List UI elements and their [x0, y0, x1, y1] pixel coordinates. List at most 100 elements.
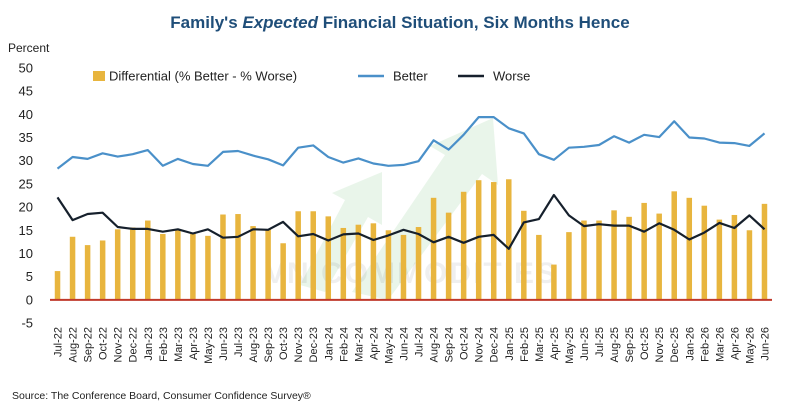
- x-tick-label: Jul-23: [233, 327, 245, 357]
- x-tick-label: Feb-25: [519, 327, 531, 362]
- bar-differential: [69, 236, 76, 300]
- bar-differential: [145, 220, 151, 300]
- bar-differential: [611, 210, 617, 300]
- title-part-emphasis: Expected: [242, 13, 318, 32]
- series-line-worse: [56, 193, 766, 250]
- x-tick-label: May-23: [203, 327, 215, 364]
- x-tick-label: Dec-23: [308, 327, 320, 362]
- y-tick-label: 35: [19, 130, 33, 145]
- x-tick-label: Oct-23: [278, 327, 290, 360]
- x-tick-label: Aug-25: [609, 327, 621, 362]
- y-axis-label: Percent: [8, 41, 50, 55]
- x-tick-label: Jan-23: [143, 327, 155, 361]
- bar-differential: [761, 203, 768, 300]
- x-tick-label: Jan-25: [504, 327, 516, 361]
- bar-differential: [340, 227, 347, 300]
- bar-differential: [536, 234, 542, 300]
- x-tick-label: Aug-23: [248, 327, 260, 362]
- x-tick-label: Sep-22: [83, 327, 95, 362]
- x-tick-label: Jun-23: [218, 327, 230, 361]
- bar-differential: [190, 233, 196, 300]
- x-tick-label: Mar-23: [173, 327, 185, 362]
- bar-differential: [175, 229, 181, 300]
- bar-differential: [731, 214, 738, 300]
- bar-differential: [129, 227, 136, 300]
- bars: [54, 179, 768, 300]
- bar-differential: [310, 211, 316, 300]
- y-tick-label: -5: [21, 316, 33, 331]
- bar-differential: [686, 197, 693, 300]
- bar-differential: [430, 197, 437, 300]
- bar-differential: [54, 271, 61, 300]
- source-note: Source: The Conference Board, Consumer C…: [12, 390, 311, 402]
- y-ticks: -5 0 5 10 15 20 25 30 35 40 45 50: [19, 61, 33, 331]
- x-tick-label: Dec-25: [669, 327, 681, 362]
- x-tick-label: Jul-22: [53, 327, 65, 357]
- legend-label: Worse: [493, 69, 530, 84]
- x-tick-label: Nov-22: [113, 327, 125, 362]
- x-tick-label: Jun-24: [398, 327, 410, 361]
- chart-title: Family's Expected Financial Situation, S…: [170, 13, 629, 32]
- x-tick-label: Dec-22: [128, 327, 140, 362]
- bar-differential: [235, 214, 241, 300]
- bar-differential: [415, 227, 422, 300]
- x-tick-label: Oct-25: [639, 327, 651, 360]
- legend-label: Better: [393, 69, 428, 84]
- bar-differential: [746, 230, 753, 300]
- bar-differential: [551, 264, 557, 300]
- bar-differential: [626, 216, 632, 300]
- x-tick-label: Jan-24: [323, 327, 335, 361]
- y-tick-label: 5: [26, 269, 33, 284]
- x-tick-label: Apr-25: [549, 327, 561, 360]
- x-tick-label: Aug-22: [68, 327, 80, 362]
- x-tick-label: Sep-24: [444, 327, 456, 362]
- bar-differential: [701, 205, 708, 300]
- y-tick-label: 10: [19, 246, 33, 261]
- bar-differential: [475, 180, 482, 300]
- watermark-text: VN COMMODITIES: [265, 257, 558, 290]
- bar-differential: [641, 202, 647, 300]
- x-tick-label: May-26: [744, 327, 756, 364]
- x-tick-label: Feb-23: [158, 327, 170, 362]
- bar-differential: [581, 220, 587, 300]
- bar-differential: [99, 240, 106, 300]
- bar-differential: [400, 234, 407, 300]
- legend: Differential (% Better - % Worse) Better W…: [93, 69, 530, 84]
- title-part-2: Financial Situation, Six Months Hence: [318, 13, 630, 32]
- x-tick-label: Feb-26: [699, 327, 711, 362]
- bar-differential: [506, 179, 512, 300]
- x-tick-label: May-25: [564, 327, 576, 364]
- x-tick-label: Oct-22: [98, 327, 110, 360]
- bar-differential: [325, 216, 332, 300]
- bar-differential: [671, 191, 677, 300]
- legend-label: Differential (% Better - % Worse): [109, 69, 297, 84]
- title-part-1: Family's: [170, 13, 242, 32]
- x-tick-label: Nov-23: [293, 327, 305, 362]
- y-tick-label: 15: [19, 223, 33, 238]
- x-tick-label: Mar-26: [714, 327, 726, 362]
- x-ticks: Jul-22 Aug-22 Sep-22 Oct-22 Nov-22 Dec-22 Jan-…: [53, 327, 772, 364]
- bar-differential: [385, 230, 392, 300]
- series-line-better: [56, 115, 766, 170]
- bar-differential: [220, 214, 226, 300]
- bar-differential: [445, 212, 452, 300]
- x-tick-label: Mar-25: [534, 327, 546, 362]
- x-tick-label: Nov-25: [654, 327, 666, 362]
- x-tick-label: Jul-25: [594, 327, 606, 357]
- x-tick-label: Jul-24: [414, 327, 426, 357]
- bar-differential: [460, 191, 467, 300]
- bar-differential: [656, 213, 662, 300]
- x-tick-label: Apr-26: [729, 327, 741, 360]
- bar-differential: [521, 210, 527, 300]
- x-tick-label: Jun-25: [579, 327, 591, 361]
- x-tick-label: Jun-26: [759, 327, 771, 361]
- x-tick-label: Nov-24: [474, 327, 486, 362]
- bar-differential: [84, 245, 91, 300]
- bar-differential: [295, 211, 301, 300]
- bar-differential: [205, 235, 211, 300]
- y-tick-label: 40: [19, 107, 33, 122]
- x-tick-label: Apr-23: [188, 327, 200, 360]
- x-tick-label: May-24: [383, 327, 395, 364]
- x-tick-label: Oct-24: [459, 327, 471, 360]
